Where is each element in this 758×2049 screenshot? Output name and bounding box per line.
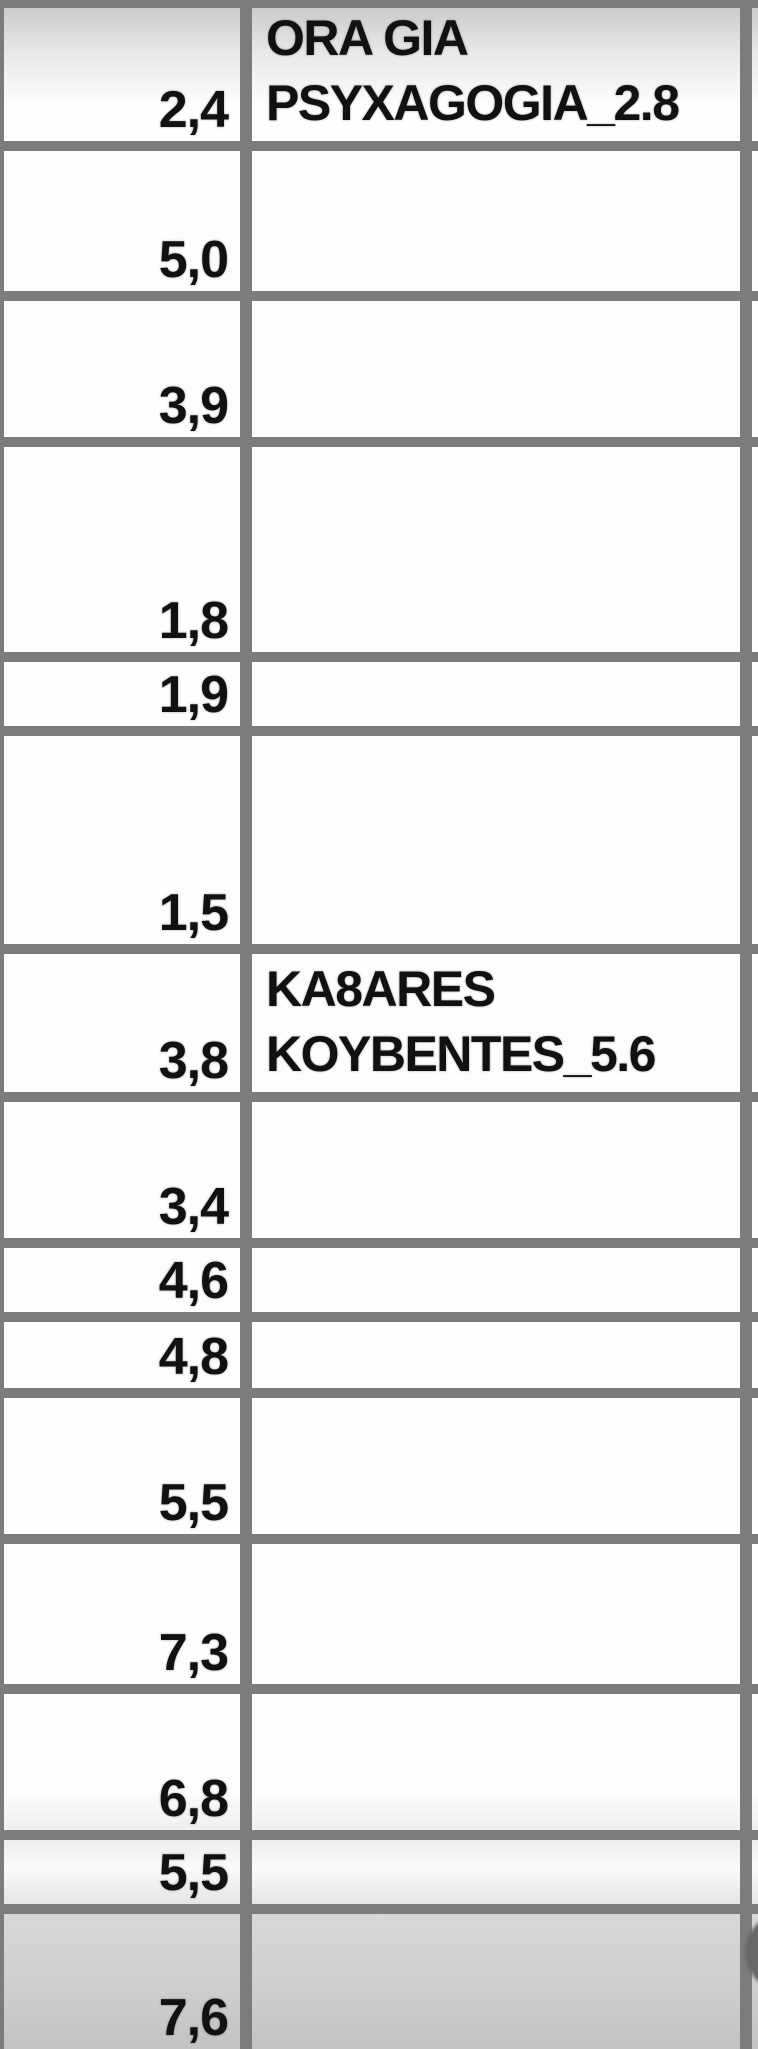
edge-cell-r11	[752, 1398, 758, 1534]
edge-cell-r13	[752, 1694, 758, 1830]
label-line: KOYBENTES_5.6	[266, 1026, 656, 1082]
edge-cell-r10	[752, 1322, 758, 1388]
cell-text: 3,4	[158, 1178, 229, 1236]
value-cell-r2[interactable]: 5,0	[4, 151, 240, 291]
edge-cell-r5	[752, 662, 758, 726]
label-cell-r13[interactable]	[252, 1694, 740, 1830]
edge-cell-r3	[752, 301, 758, 437]
value-cell-r15[interactable]: 7,6	[4, 1914, 240, 2049]
cell-text: 4,6	[158, 1252, 229, 1310]
label-cell-r3[interactable]	[252, 301, 740, 437]
edge-cell-r7	[752, 954, 758, 1092]
label-cell-r10[interactable]	[252, 1322, 740, 1388]
value-cell-r5[interactable]: 1,9	[4, 662, 240, 726]
value-cell-r6[interactable]: 1,5	[4, 736, 240, 944]
label-cell-r8[interactable]	[252, 1102, 740, 1238]
label-line: PSYXAGOGIA_2.8	[266, 75, 680, 131]
label-cell-r11[interactable]	[252, 1398, 740, 1534]
cell-text: 1,9	[158, 666, 229, 724]
edge-cell-r15	[752, 1914, 758, 2049]
label-line: ORA GIA	[266, 10, 469, 66]
label-cell-r14[interactable]	[252, 1840, 740, 1904]
value-cell-r3[interactable]: 3,9	[4, 301, 240, 437]
edge-cell-r9	[752, 1248, 758, 1312]
label-cell-r9[interactable]	[252, 1248, 740, 1312]
value-cell-r12[interactable]: 7,3	[4, 1544, 240, 1684]
label-cell-r5[interactable]	[252, 662, 740, 726]
label-cell-r1[interactable]: ORA GIA PSYXAGOGIA_2.8	[252, 8, 740, 141]
edge-cell-r14	[752, 1840, 758, 1904]
value-cell-r4[interactable]: 1,8	[4, 447, 240, 652]
cell-text: 6,8	[158, 1770, 229, 1828]
label-cell-r6[interactable]	[252, 736, 740, 944]
label-cell-r12[interactable]	[252, 1544, 740, 1684]
cell-text: 3,8	[158, 1032, 229, 1090]
value-cell-r13[interactable]: 6,8	[4, 1694, 240, 1830]
label-cell-r7[interactable]: KA8ARES KOYBENTES_5.6	[252, 954, 740, 1092]
edge-cell-r6	[752, 736, 758, 944]
cell-text: 4,8	[158, 1328, 229, 1386]
cell-text: 1,8	[158, 592, 229, 650]
value-cell-r1[interactable]: 2,4	[4, 8, 240, 141]
cell-text: 2,4	[158, 81, 229, 139]
label-cell-r15[interactable]	[252, 1914, 740, 2049]
value-cell-r9[interactable]: 4,6	[4, 1248, 240, 1312]
value-cell-r10[interactable]: 4,8	[4, 1322, 240, 1388]
cell-text: 1,5	[158, 884, 229, 942]
value-cell-r11[interactable]: 5,5	[4, 1398, 240, 1534]
value-cell-r14[interactable]: 5,5	[4, 1840, 240, 1904]
edge-cell-r1	[752, 8, 758, 141]
value-cell-r8[interactable]: 3,4	[4, 1102, 240, 1238]
value-cell-r7[interactable]: 3,8	[4, 954, 240, 1092]
label-cell-r4[interactable]	[252, 447, 740, 652]
label-line: KA8ARES	[266, 961, 496, 1017]
edge-cell-r4	[752, 447, 758, 652]
cell-text: 7,3	[158, 1624, 229, 1682]
edge-cell-r8	[752, 1102, 758, 1238]
cell-text: 5,0	[158, 231, 229, 289]
edge-cell-r2	[752, 151, 758, 291]
cell-text: 5,5	[158, 1474, 229, 1532]
edge-cell-r12	[752, 1544, 758, 1684]
cell-text: 3,9	[158, 377, 229, 435]
cell-text: 7,6	[158, 1989, 229, 2047]
label-cell-r2[interactable]	[252, 151, 740, 291]
cell-text: 5,5	[158, 1844, 229, 1902]
